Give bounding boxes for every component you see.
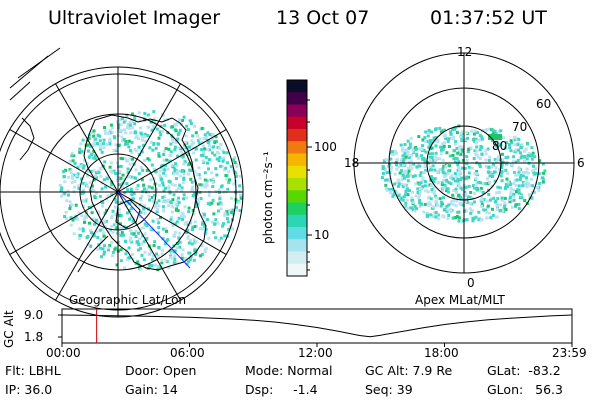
- meridian-line: [117, 70, 189, 193]
- magnetic-caption: Apex MLat/MLT: [415, 293, 505, 307]
- meridian-line: [117, 121, 240, 193]
- altitude-plot: [58, 308, 573, 347]
- colorbar-swatch: [287, 80, 307, 93]
- colorbar-swatch: [287, 263, 307, 277]
- aurora-image-magnetic: [380, 124, 547, 223]
- gc-alt-status: GC Alt: 7.9 Re: [365, 363, 453, 378]
- meridian-line: [117, 191, 189, 314]
- colorbar-swatch: [287, 116, 307, 130]
- colorbar-swatch: [287, 214, 307, 228]
- ice-shelf-outline: [115, 199, 141, 229]
- observation-time: 01:37:52 UT: [430, 7, 547, 29]
- satellite-track: [117, 191, 191, 269]
- longitude-lines: [0, 67, 243, 317]
- colorbar-tick-100: 100: [314, 140, 337, 154]
- colorbar-swatch: [287, 92, 307, 105]
- colorbar-swatch: [287, 178, 307, 191]
- meridian-line: [0, 121, 119, 193]
- mlt-label-6: 6: [577, 156, 585, 170]
- colorbar-swatch: [287, 227, 307, 240]
- time-tick-0000: 00:00: [46, 346, 81, 360]
- mlt-label-18: 18: [344, 156, 360, 170]
- colorbar-swatch: [287, 190, 307, 203]
- colorbar-swatch: [287, 251, 307, 265]
- meridian-line: [117, 191, 240, 263]
- colorbar-swatch: [287, 165, 307, 179]
- dsp-status: Dsp: -1.4: [245, 382, 318, 397]
- time-tick-1800: 18:00: [424, 346, 459, 360]
- mode-status: Mode: Normal: [245, 363, 333, 378]
- glon-status: GLon: 56.3: [487, 382, 563, 397]
- magnetic-polar-plot: [353, 52, 575, 274]
- meridian-line: [0, 191, 119, 263]
- altitude-ytick-9: 9.0: [24, 308, 44, 322]
- altitude-line: [61, 314, 573, 338]
- door-status: Door: Open: [125, 363, 197, 378]
- observation-date: 13 Oct 07: [276, 7, 370, 29]
- instrument-title: Ultraviolet Imager: [48, 7, 221, 29]
- antarctic-peninsula: [77, 235, 109, 273]
- ip-status: IP: 36.0: [5, 382, 53, 397]
- colorbar-swatch: [287, 239, 307, 252]
- colorbar-swatch: [287, 153, 307, 167]
- mlat-label-80: 80: [492, 139, 508, 153]
- colorbar: [286, 79, 312, 277]
- colorbar-swatch: [287, 129, 307, 142]
- meridian-line: [47, 70, 119, 193]
- time-tick-2359: 23:59: [552, 346, 587, 360]
- sequence-status: Seq: 39: [365, 382, 413, 397]
- mlt-label-12: 12: [457, 45, 473, 59]
- colorbar-swatches: [287, 80, 307, 277]
- filter-status: Flt: LBHL: [5, 363, 61, 378]
- glat-status: GLat: -83.2: [487, 363, 561, 378]
- geographic-caption: Geographic Lat/Lon: [69, 293, 187, 307]
- colorbar-swatch: [287, 104, 307, 118]
- time-tick-1200: 12:00: [298, 346, 333, 360]
- time-tick-0600: 06:00: [170, 346, 205, 360]
- altitude-ytick-1-8: 1.8: [24, 330, 44, 344]
- south-america-coast: [19, 117, 35, 161]
- mlat-label-70: 70: [512, 120, 528, 134]
- geographic-map: [0, 47, 244, 318]
- antarctica-coastline: [83, 114, 207, 271]
- colorbar-tick-10: 10: [314, 228, 330, 242]
- mlt-label-0: 0: [467, 276, 475, 290]
- gain-status: Gain: 14: [125, 382, 178, 397]
- colorbar-swatch: [287, 202, 307, 216]
- colorbar-swatch: [287, 141, 307, 154]
- altitude-ylabel: GC Alt: [2, 310, 16, 348]
- meridian-line: [47, 191, 119, 314]
- colorbar-unit-label: photon cm⁻²s⁻¹: [261, 151, 275, 244]
- mlat-label-60: 60: [536, 97, 552, 111]
